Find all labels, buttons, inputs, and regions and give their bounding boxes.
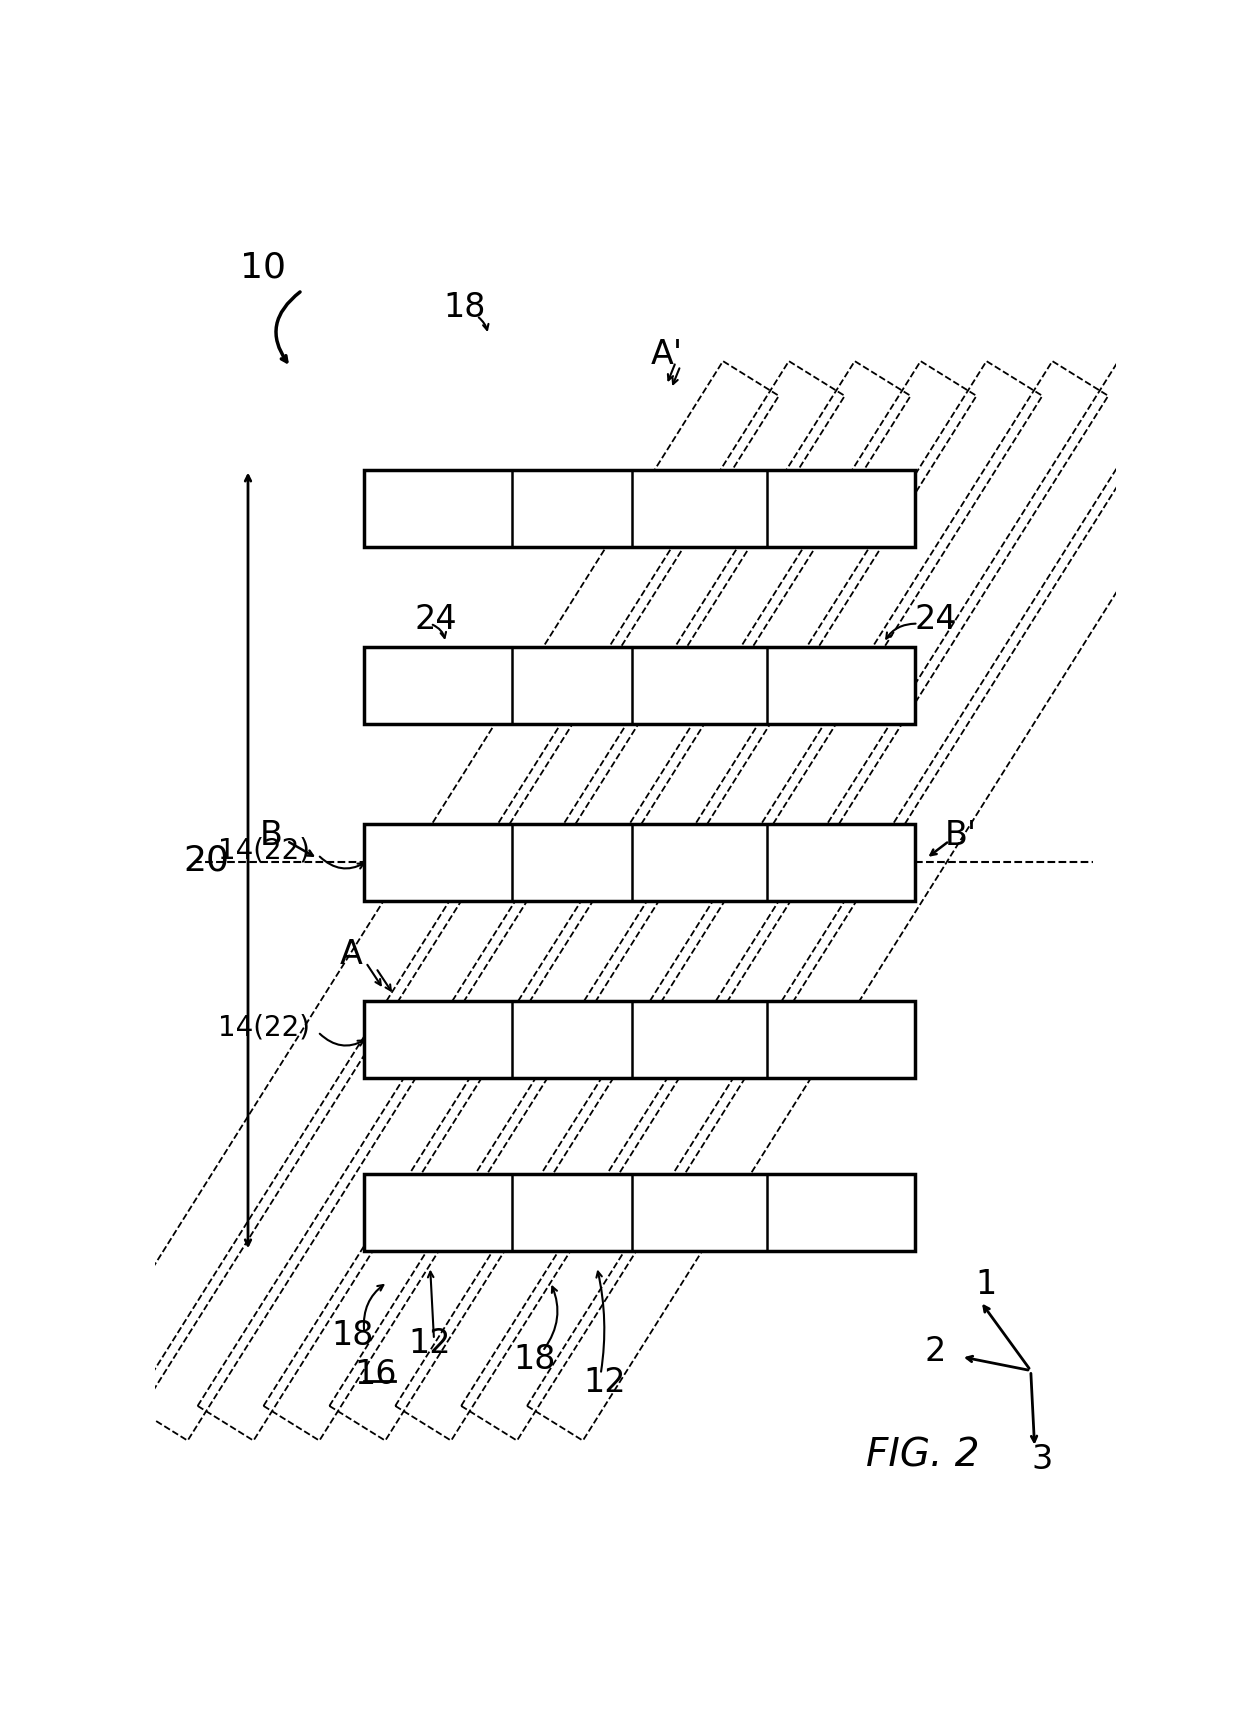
Text: 3: 3: [1032, 1442, 1053, 1475]
Text: FIG. 2: FIG. 2: [866, 1435, 980, 1475]
Text: 14(22): 14(22): [218, 838, 310, 865]
Text: 18: 18: [444, 291, 486, 324]
Text: 10: 10: [241, 250, 286, 284]
Text: 12: 12: [409, 1328, 451, 1360]
Text: B: B: [260, 819, 283, 851]
Text: 2: 2: [924, 1334, 945, 1367]
Text: 12: 12: [583, 1365, 626, 1398]
Bar: [365, 1173, 915, 1250]
Text: 18: 18: [331, 1319, 373, 1353]
Text: 20: 20: [184, 843, 229, 877]
Text: 16: 16: [355, 1358, 397, 1391]
Bar: [365, 1000, 915, 1077]
Bar: [365, 824, 915, 901]
Text: 18: 18: [513, 1343, 556, 1376]
Bar: [365, 648, 915, 725]
Text: 14(22): 14(22): [218, 1014, 310, 1042]
Text: 24: 24: [915, 603, 957, 636]
Text: A: A: [340, 939, 363, 971]
Text: A': A': [651, 337, 682, 370]
Bar: [365, 469, 915, 546]
Text: 24: 24: [414, 603, 458, 636]
Text: 1: 1: [975, 1268, 997, 1300]
Text: B': B': [945, 819, 977, 851]
